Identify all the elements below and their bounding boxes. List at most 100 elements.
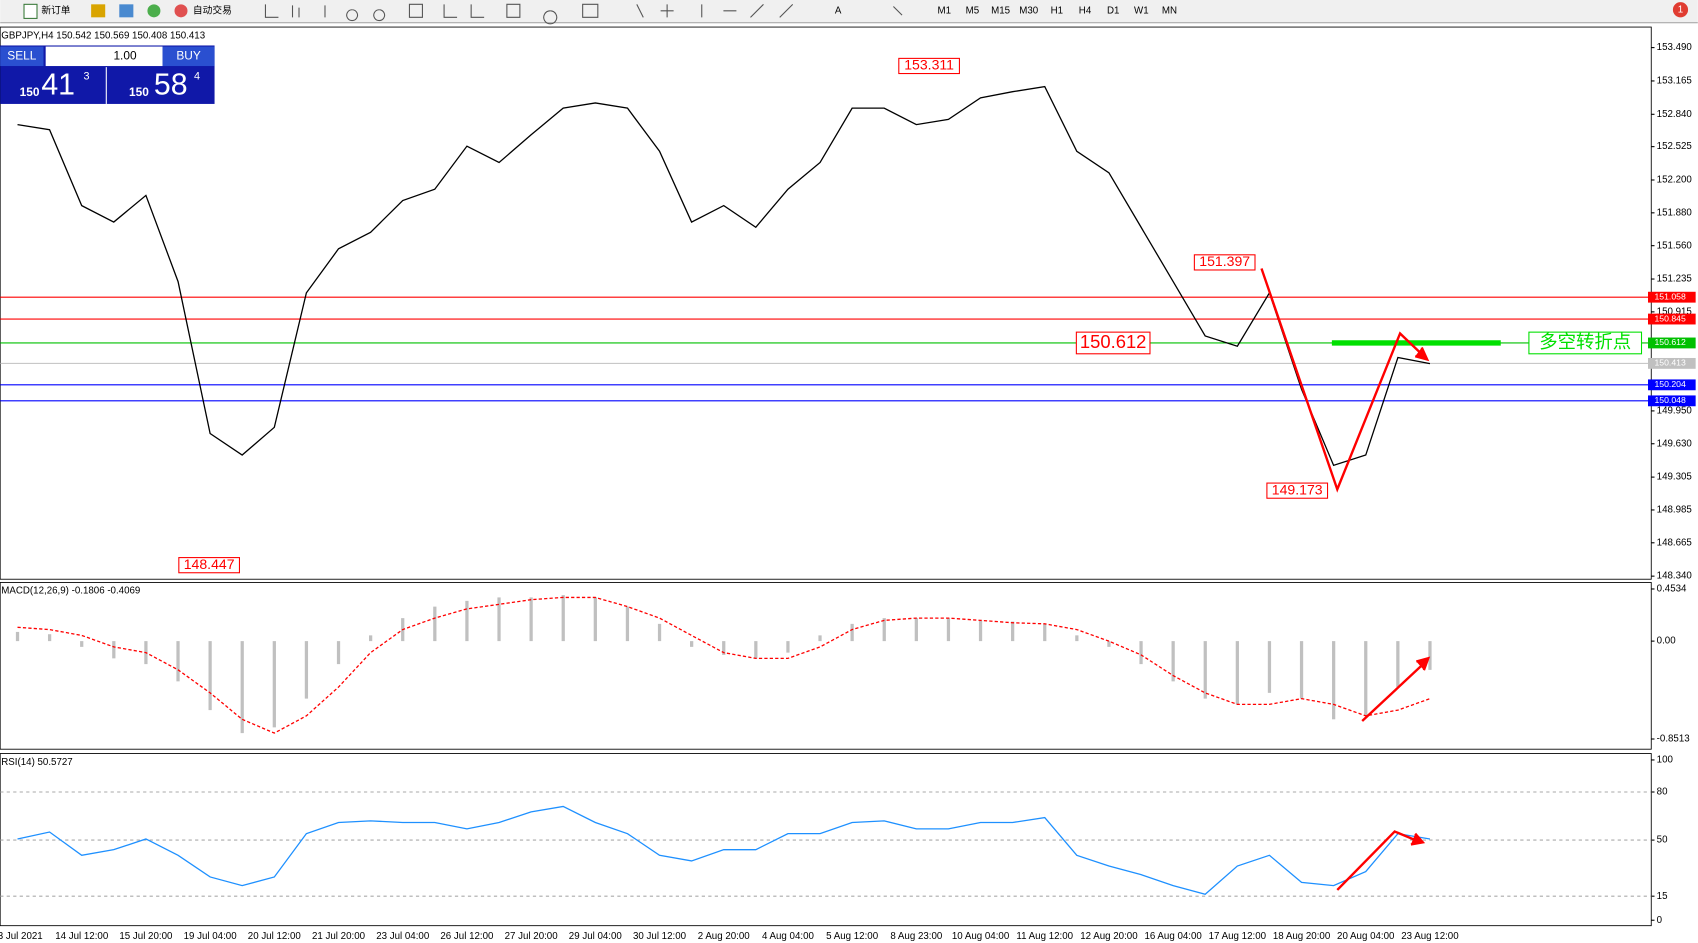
- timeframe-button[interactable]: H1: [1051, 5, 1063, 16]
- price-tag: [1648, 291, 1696, 303]
- buy-price-prefix: 150: [129, 85, 149, 99]
- timeframe-button[interactable]: M15: [991, 5, 1010, 16]
- y-tick-label: 148.340: [1657, 571, 1693, 582]
- y-tick-label: 148.665: [1657, 537, 1692, 548]
- macd-bar: [497, 597, 501, 642]
- y-tick-label: 152.840: [1657, 109, 1693, 120]
- x-tick-label: 4 Aug 04:00: [762, 931, 815, 942]
- icon[interactable]: [91, 4, 106, 18]
- auto-trading-button[interactable]: 自动交易: [193, 3, 232, 16]
- new-order-button[interactable]: 新订单: [41, 3, 70, 16]
- timeframe-button[interactable]: W1: [1134, 5, 1149, 16]
- lot-input[interactable]: [45, 46, 163, 67]
- y-tick-label: 100: [1657, 755, 1674, 766]
- macd-bar: [1139, 641, 1143, 665]
- auto-trading-icon[interactable]: [174, 4, 188, 18]
- macd-bar: [433, 606, 437, 642]
- y-tick-label: 0.4534: [1657, 584, 1687, 595]
- macd-bar: [914, 618, 918, 642]
- price-tag: [1648, 357, 1696, 369]
- y-tick-label: 153.490: [1657, 42, 1693, 53]
- macd-bar: [786, 641, 790, 653]
- macd-bar: [1235, 641, 1239, 705]
- y-tick-label: 0.00: [1657, 636, 1677, 647]
- icon[interactable]: [147, 4, 161, 18]
- icon[interactable]: [119, 4, 134, 18]
- macd-bar: [465, 600, 469, 642]
- y-tick-label: 149.630: [1657, 438, 1693, 449]
- macd-bar: [1428, 641, 1432, 670]
- x-tick-label: 27 Jul 20:00: [505, 931, 559, 942]
- signal-line: [17, 596, 1431, 734]
- macd-bar: [240, 641, 244, 734]
- price-tag-label: 150.048: [1655, 395, 1686, 405]
- trade-panel: SELL 1.00 BUY 150 41 3 150 58 4: [0, 45, 215, 104]
- buy-button[interactable]: [162, 46, 215, 67]
- panel-frame: [0, 26, 1652, 580]
- y-tick-label: 151.235: [1657, 274, 1692, 285]
- x-tick-label: 11 Aug 12:00: [1016, 931, 1073, 942]
- sell-price-point: 3: [84, 71, 90, 83]
- x-tick-label: 30 Jul 12:00: [633, 931, 687, 942]
- macd-bar: [272, 641, 276, 728]
- timeframe-button[interactable]: M1: [938, 5, 952, 16]
- sell-price-main: 41: [41, 69, 75, 102]
- macd-bar: [1364, 641, 1368, 716]
- price-annotation: 150.612: [1080, 331, 1146, 352]
- y-tick-label: 151.880: [1657, 207, 1693, 218]
- sell-button[interactable]: [0, 46, 44, 67]
- timeframe-button[interactable]: D1: [1107, 5, 1119, 16]
- macd-bar: [1075, 635, 1079, 642]
- y-tick-label: 15: [1657, 891, 1668, 902]
- sell-label[interactable]: SELL: [7, 48, 36, 62]
- macd-bar: [1011, 621, 1015, 642]
- price-annotation: 153.311: [904, 57, 954, 73]
- x-tick-label: 21 Jul 20:00: [312, 931, 366, 942]
- x-tick-label: 18 Aug 20:00: [1273, 931, 1331, 942]
- text-tool[interactable]: A: [835, 5, 842, 16]
- price-annotation: 148.447: [184, 556, 235, 572]
- buy-price-point: 4: [194, 71, 200, 83]
- macd-bar: [176, 641, 180, 682]
- buy-label[interactable]: BUY: [176, 48, 201, 62]
- y-tick-label: 153.165: [1657, 76, 1692, 87]
- macd-bar: [1203, 641, 1207, 699]
- price-annotation-box: [1193, 254, 1256, 271]
- timeframe-button[interactable]: M5: [966, 5, 980, 16]
- new-order-icon[interactable]: [23, 3, 38, 19]
- price-tag: [1648, 379, 1696, 391]
- x-tick-label: 14 Jul 12:00: [55, 931, 109, 942]
- x-tick-label: 13 Jul 2021: [0, 931, 43, 942]
- sell-price-prefix: 150: [20, 85, 40, 99]
- x-tick-label: 2 Aug 20:00: [698, 931, 751, 942]
- macd-bar: [882, 618, 886, 642]
- macd-bar: [1107, 641, 1111, 647]
- drawn-arrows: [1260, 268, 1431, 891]
- macd-bar: [1171, 641, 1175, 682]
- macd-bar: [208, 641, 212, 711]
- price-annotation-box: [1266, 482, 1329, 499]
- macd-bar: [625, 606, 630, 642]
- price-series: [17, 85, 1431, 467]
- timeframes: M1 M5 M15 M30 H1 H4 D1 W1 MN: [938, 5, 1178, 16]
- timeframe-button[interactable]: H4: [1079, 5, 1092, 16]
- macd-bar: [304, 641, 309, 699]
- macd-bar: [1332, 641, 1336, 720]
- tool-icons[interactable]: [264, 3, 903, 25]
- x-tick-label: 16 Aug 04:00: [1144, 931, 1202, 942]
- timeframe-button[interactable]: MN: [1162, 5, 1177, 16]
- timeframe-button[interactable]: M30: [1019, 5, 1039, 16]
- x-tick-label: 20 Aug 04:00: [1337, 931, 1395, 942]
- toolbar: [0, 0, 1698, 23]
- notification-badge[interactable]: [1672, 2, 1689, 18]
- x-tick-label: 15 Jul 20:00: [119, 931, 173, 942]
- x-tick-label: 23 Jul 04:00: [376, 931, 430, 942]
- macd-bar: [369, 635, 373, 642]
- macd-bar: [1043, 623, 1047, 642]
- lot-value[interactable]: 1.00: [113, 48, 137, 62]
- y-tick-label: 151.560: [1657, 240, 1693, 251]
- price-tag: [1648, 395, 1696, 407]
- y-tick-label: 152.525: [1657, 141, 1692, 152]
- x-tick-label: 29 Jul 04:00: [569, 931, 623, 942]
